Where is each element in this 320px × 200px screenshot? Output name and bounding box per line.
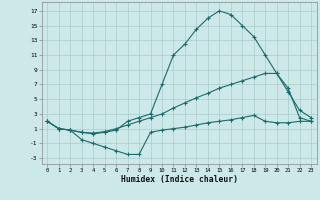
X-axis label: Humidex (Indice chaleur): Humidex (Indice chaleur) [121, 175, 238, 184]
